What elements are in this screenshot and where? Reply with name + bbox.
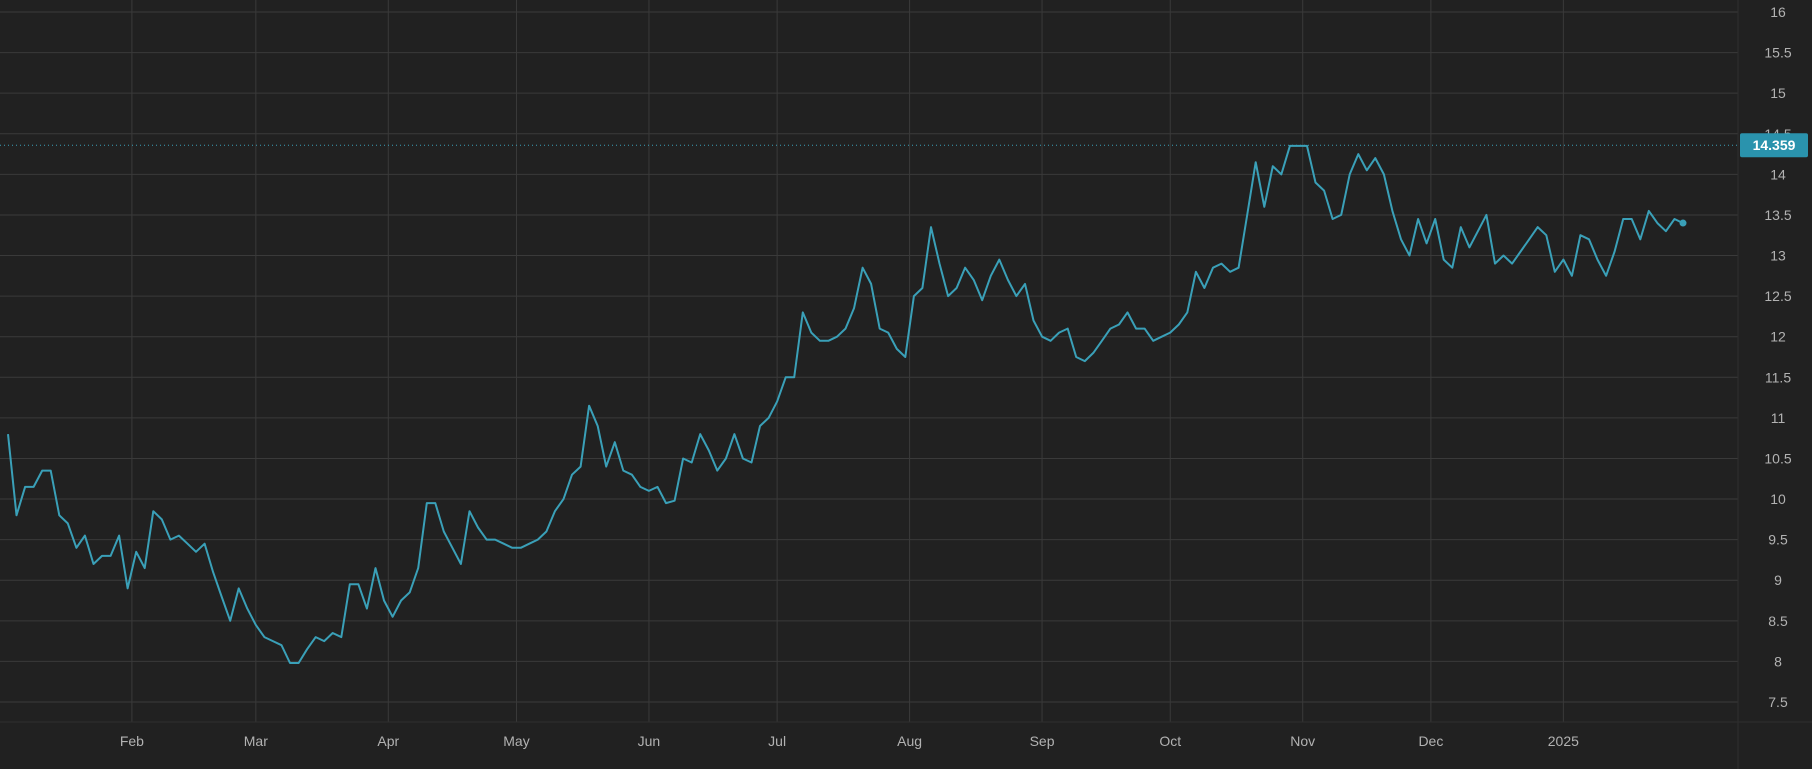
y-tick-label: 16 xyxy=(1770,4,1786,20)
y-tick-label: 7.5 xyxy=(1768,694,1788,710)
y-tick-label: 9.5 xyxy=(1768,532,1788,548)
y-tick-label: 12.5 xyxy=(1764,288,1791,304)
x-tick-label: Nov xyxy=(1290,733,1315,749)
y-tick-label: 14 xyxy=(1770,166,1786,182)
x-tick-label: 2025 xyxy=(1548,733,1579,749)
x-tick-label: Jun xyxy=(638,733,661,749)
y-tick-label: 15 xyxy=(1770,85,1786,101)
x-tick-label: Oct xyxy=(1159,733,1181,749)
x-tick-label: Apr xyxy=(377,733,399,749)
y-tick-label: 10.5 xyxy=(1764,450,1791,466)
x-tick-label: Aug xyxy=(897,733,922,749)
last-price-tag: 14.359 xyxy=(1740,133,1808,158)
y-tick-label: 10 xyxy=(1770,491,1786,507)
y-tick-label: 13.5 xyxy=(1764,207,1791,223)
x-tick-label: Mar xyxy=(244,733,268,749)
x-tick-label: Dec xyxy=(1418,733,1443,749)
x-tick-label: May xyxy=(503,733,529,749)
y-tick-label: 12 xyxy=(1770,329,1786,345)
y-tick-label: 9 xyxy=(1774,572,1782,588)
y-tick-label: 15.5 xyxy=(1764,45,1791,61)
x-tick-label: Jul xyxy=(768,733,786,749)
y-tick-label: 11.5 xyxy=(1765,369,1791,385)
last-point-marker xyxy=(1679,219,1687,227)
x-axis: Feb Mar Apr May Jun Jul Aug Sep Oct Nov Dec 2025 xyxy=(0,721,1812,749)
price-series-line xyxy=(7,144,1684,664)
grid-layer xyxy=(0,0,1738,722)
y-axis: 7.588.599.51010.51111.51212.51313.51414.… xyxy=(1737,0,1792,769)
x-tick-label: Feb xyxy=(120,733,144,749)
last-price-label: 14.359 xyxy=(1753,137,1796,153)
series-layer xyxy=(0,144,1738,664)
y-tick-label: 13 xyxy=(1770,248,1786,264)
y-tick-label: 8.5 xyxy=(1768,613,1788,629)
y-tick-label: 11 xyxy=(1771,410,1786,426)
last-price-tag-background xyxy=(1740,133,1808,158)
y-tick-label: 8 xyxy=(1774,653,1782,669)
x-tick-label: Sep xyxy=(1030,733,1055,749)
